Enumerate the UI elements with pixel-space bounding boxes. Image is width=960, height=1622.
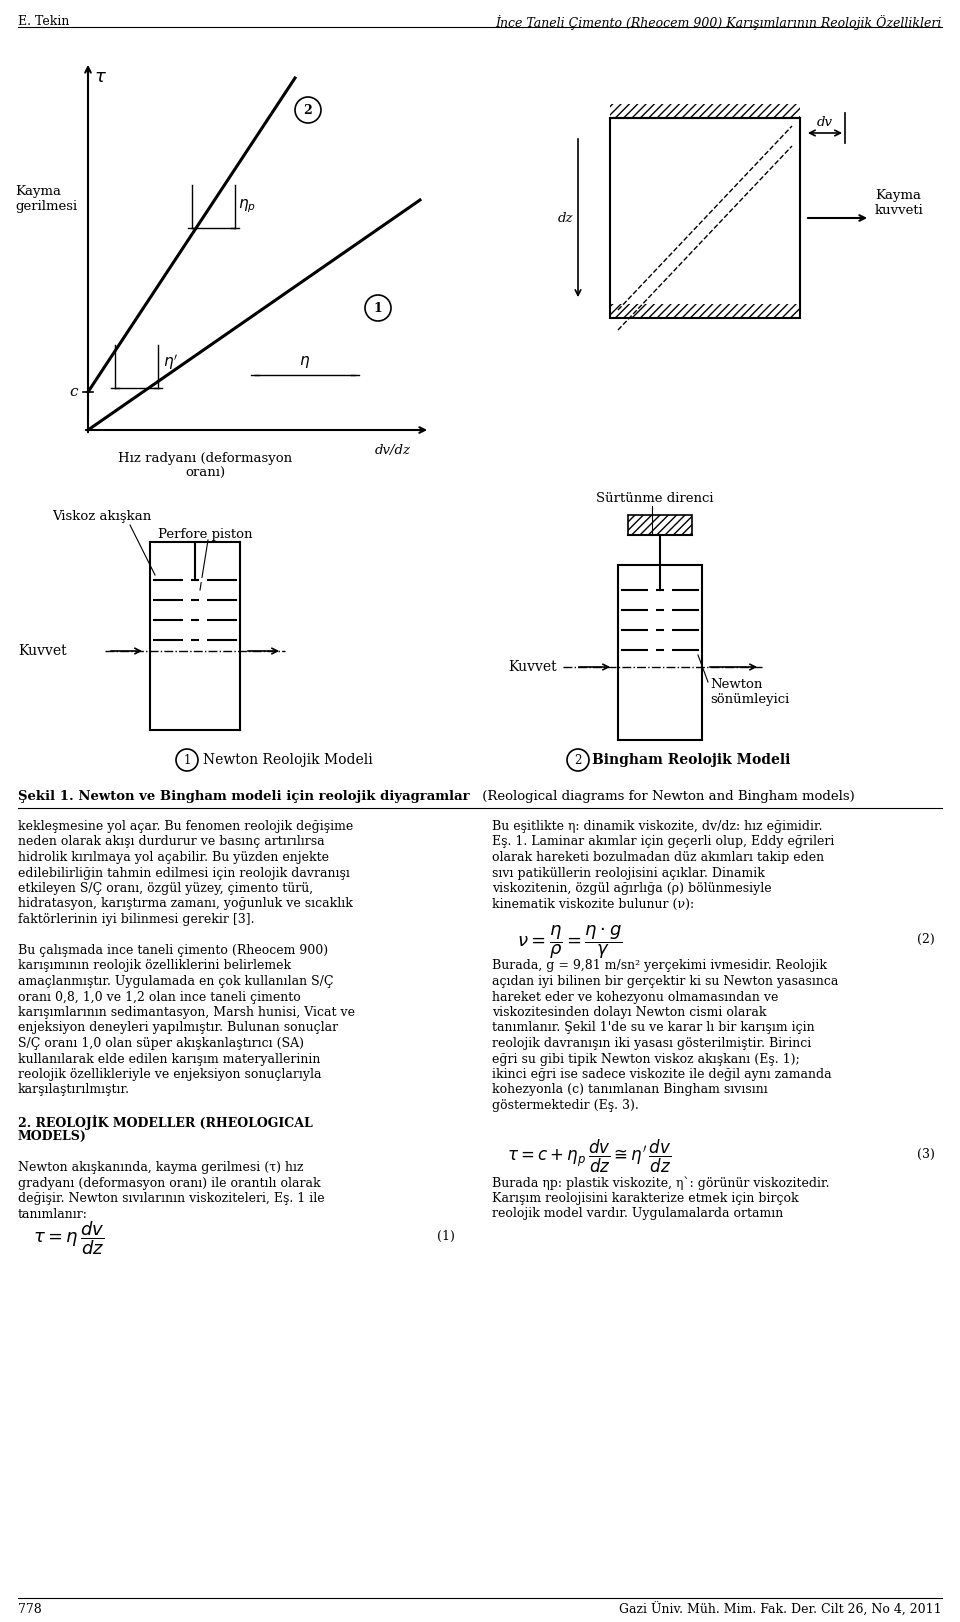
Text: Sürtünme direnci: Sürtünme direnci <box>596 491 713 504</box>
Text: S/Ç oranı 1,0 olan süper akışkanlaştırıcı (SA): S/Ç oranı 1,0 olan süper akışkanlaştırıc… <box>18 1036 304 1049</box>
Text: MODELS): MODELS) <box>18 1131 86 1144</box>
Text: Gazi Üniv. Müh. Mim. Fak. Der. Cilt 26, No 4, 2011: Gazi Üniv. Müh. Mim. Fak. Der. Cilt 26, … <box>619 1603 942 1617</box>
Text: reolojik model vardır. Uygulamalarda ortamın: reolojik model vardır. Uygulamalarda ort… <box>492 1207 783 1220</box>
Text: Hız radyanı (deformasyon
oranı): Hız radyanı (deformasyon oranı) <box>118 453 292 480</box>
Text: $\tau$: $\tau$ <box>94 68 107 86</box>
Text: Kuvvet: Kuvvet <box>508 660 557 675</box>
Text: kekleşmesine yol açar. Bu fenomen reolojik değişime: kekleşmesine yol açar. Bu fenomen reoloj… <box>18 821 353 834</box>
Text: 778: 778 <box>18 1603 41 1616</box>
Text: Burada ηp: plastik viskozite, η`: görünür viskozitedir.: Burada ηp: plastik viskozite, η`: görünü… <box>492 1176 829 1191</box>
Bar <box>628 516 692 535</box>
Text: Burada, g = 9,81 m/sn² yerçekimi ivmesidir. Reolojik: Burada, g = 9,81 m/sn² yerçekimi ivmesid… <box>492 960 827 973</box>
Text: dv/dz: dv/dz <box>375 444 411 457</box>
Text: kohezyonla (c) tanımlanan Bingham sıvısını: kohezyonla (c) tanımlanan Bingham sıvısı… <box>492 1083 768 1096</box>
Text: karışımının reolojik özelliklerini belirlemek: karışımının reolojik özelliklerini belir… <box>18 960 291 973</box>
Text: viskozitesinden dolayı Newton cismi olarak: viskozitesinden dolayı Newton cismi olar… <box>492 1006 766 1019</box>
Text: Bingham Reolojik Modeli: Bingham Reolojik Modeli <box>592 753 790 767</box>
Text: etkileyen S/Ç oranı, özgül yüzey, çimento türü,: etkileyen S/Ç oranı, özgül yüzey, çiment… <box>18 882 313 895</box>
Text: Bu çalışmada ince taneli çimento (Rheocem 900): Bu çalışmada ince taneli çimento (Rheoce… <box>18 944 328 957</box>
Text: $\eta_p$: $\eta_p$ <box>238 198 256 214</box>
Text: Newton
sönümleyici: Newton sönümleyici <box>710 678 789 706</box>
Text: $\nu = \dfrac{\eta}{\rho} = \dfrac{\eta \cdot g}{\gamma}$: $\nu = \dfrac{\eta}{\rho} = \dfrac{\eta … <box>517 923 622 960</box>
Text: Karışım reolojisini karakterize etmek için birçok: Karışım reolojisini karakterize etmek iç… <box>492 1192 799 1205</box>
Text: hidratasyon, karıştırma zamanı, yoğunluk ve sıcaklık: hidratasyon, karıştırma zamanı, yoğunluk… <box>18 897 353 910</box>
Text: değişir. Newton sıvılarının viskoziteleri, Eş. 1 ile: değişir. Newton sıvılarının viskoziteler… <box>18 1192 324 1205</box>
Text: 2. REOLOJİK MODELLER (RHEOLOGICAL: 2. REOLOJİK MODELLER (RHEOLOGICAL <box>18 1114 313 1129</box>
Text: tanımlanır:: tanımlanır: <box>18 1207 88 1220</box>
Text: edilebilirliğin tahmin edilmesi için reolojik davranışı: edilebilirliğin tahmin edilmesi için reo… <box>18 866 349 879</box>
Text: 1: 1 <box>373 302 382 315</box>
Text: c: c <box>69 384 78 399</box>
Text: eğri su gibi tipik Newton viskoz akışkanı (Eş. 1);: eğri su gibi tipik Newton viskoz akışkan… <box>492 1053 800 1066</box>
Text: (2): (2) <box>917 933 935 946</box>
Text: viskozitenin, özgül ağırlığa (ρ) bölünmesiyle: viskozitenin, özgül ağırlığa (ρ) bölünme… <box>492 882 772 895</box>
Text: reolojik özellikleriyle ve enjeksiyon sonuçlarıyla: reolojik özellikleriyle ve enjeksiyon so… <box>18 1067 322 1080</box>
Text: Newton akışkanında, kayma gerilmesi (τ) hız: Newton akışkanında, kayma gerilmesi (τ) … <box>18 1161 303 1174</box>
Text: Newton Reolojik Modeli: Newton Reolojik Modeli <box>203 753 372 767</box>
Text: 1: 1 <box>183 754 191 767</box>
Text: Viskoz akışkan: Viskoz akışkan <box>52 509 152 522</box>
Text: Eş. 1. Laminar akımlar için geçerli olup, Eddy eğrileri: Eş. 1. Laminar akımlar için geçerli olup… <box>492 835 834 848</box>
Text: karşılaştırılmıştır.: karşılaştırılmıştır. <box>18 1083 130 1096</box>
Text: oranı 0,8, 1,0 ve 1,2 olan ince taneli çimento: oranı 0,8, 1,0 ve 1,2 olan ince taneli ç… <box>18 991 300 1004</box>
Text: $\eta'$: $\eta'$ <box>163 352 179 371</box>
Text: reolojik davranışın iki yasası gösterilmiştir. Birinci: reolojik davranışın iki yasası gösterilm… <box>492 1036 811 1049</box>
Text: hareket eder ve kohezyonu olmamasından ve: hareket eder ve kohezyonu olmamasından v… <box>492 991 779 1004</box>
Text: (Reological diagrams for Newton and Bingham models): (Reological diagrams for Newton and Bing… <box>478 790 854 803</box>
Text: kinematik viskozite bulunur (ν):: kinematik viskozite bulunur (ν): <box>492 897 694 910</box>
Bar <box>610 118 800 318</box>
Text: İnce Taneli Çimento (Rheocem 900) Karışımlarının Reolojik Özellikleri: İnce Taneli Çimento (Rheocem 900) Karışı… <box>495 15 942 29</box>
Text: enjeksiyon deneyleri yapılmıştır. Bulunan sonuçlar: enjeksiyon deneyleri yapılmıştır. Buluna… <box>18 1022 338 1035</box>
Text: $\tau = c + \eta_p\,\dfrac{dv}{dz} \cong \eta'\,\dfrac{dv}{dz}$: $\tau = c + \eta_p\,\dfrac{dv}{dz} \cong… <box>507 1139 671 1176</box>
Text: $\tau = \eta\,\dfrac{dv}{dz}$: $\tau = \eta\,\dfrac{dv}{dz}$ <box>33 1220 105 1257</box>
Text: faktörlerinin iyi bilinmesi gerekir [3].: faktörlerinin iyi bilinmesi gerekir [3]. <box>18 913 254 926</box>
Text: açıdan iyi bilinen bir gerçektir ki su Newton yasasınca: açıdan iyi bilinen bir gerçektir ki su N… <box>492 975 838 988</box>
Text: 2: 2 <box>574 754 582 767</box>
Text: gradyanı (deformasyon oranı) ile orantılı olarak: gradyanı (deformasyon oranı) ile orantıl… <box>18 1176 321 1189</box>
Text: Kayma
gerilmesi: Kayma gerilmesi <box>15 185 77 212</box>
Text: 2: 2 <box>303 104 312 117</box>
Text: tanımlanır. Şekil 1'de su ve karar lı bir karışım için: tanımlanır. Şekil 1'de su ve karar lı bi… <box>492 1022 815 1035</box>
Bar <box>610 104 800 118</box>
Text: amaçlanmıştır. Uygulamada en çok kullanılan S/Ç: amaçlanmıştır. Uygulamada en çok kullanı… <box>18 975 333 988</box>
Text: (1): (1) <box>437 1229 455 1242</box>
Text: Şekil 1. Newton ve Bingham modeli için reolojik diyagramlar: Şekil 1. Newton ve Bingham modeli için r… <box>18 790 469 803</box>
Text: $\eta$: $\eta$ <box>300 354 311 370</box>
Text: Kuvvet: Kuvvet <box>18 644 66 659</box>
Text: ikinci eğri ise sadece viskozite ile değil aynı zamanda: ikinci eğri ise sadece viskozite ile değ… <box>492 1067 831 1080</box>
Text: hidrolik kırılmaya yol açabilir. Bu yüzden enjekte: hidrolik kırılmaya yol açabilir. Bu yüzd… <box>18 852 329 865</box>
Text: Bu eşitlikte η: dinamik viskozite, dv/dz: hız eğimidir.: Bu eşitlikte η: dinamik viskozite, dv/dz… <box>492 821 823 834</box>
Text: dz: dz <box>558 211 573 224</box>
Text: Perfore piston: Perfore piston <box>158 529 252 542</box>
Text: göstermektedir (Eş. 3).: göstermektedir (Eş. 3). <box>492 1100 638 1113</box>
Text: Kayma
kuvveti: Kayma kuvveti <box>875 190 924 217</box>
Text: (3): (3) <box>917 1148 935 1161</box>
Text: neden olarak akışı durdurur ve basınç artırılırsa: neden olarak akışı durdurur ve basınç ar… <box>18 835 324 848</box>
Bar <box>610 303 800 318</box>
Text: olarak hareketi bozulmadan düz akımları takip eden: olarak hareketi bozulmadan düz akımları … <box>492 852 824 865</box>
Text: sıvı patiküllerin reolojisini açıklar. Dinamik: sıvı patiküllerin reolojisini açıklar. D… <box>492 866 765 879</box>
Text: E. Tekin: E. Tekin <box>18 15 69 28</box>
Text: kullanılarak elde edilen karışım materyallerinin: kullanılarak elde edilen karışım materya… <box>18 1053 321 1066</box>
Text: dv: dv <box>817 117 833 130</box>
Text: karışımlarının sedimantasyon, Marsh hunisi, Vicat ve: karışımlarının sedimantasyon, Marsh huni… <box>18 1006 355 1019</box>
